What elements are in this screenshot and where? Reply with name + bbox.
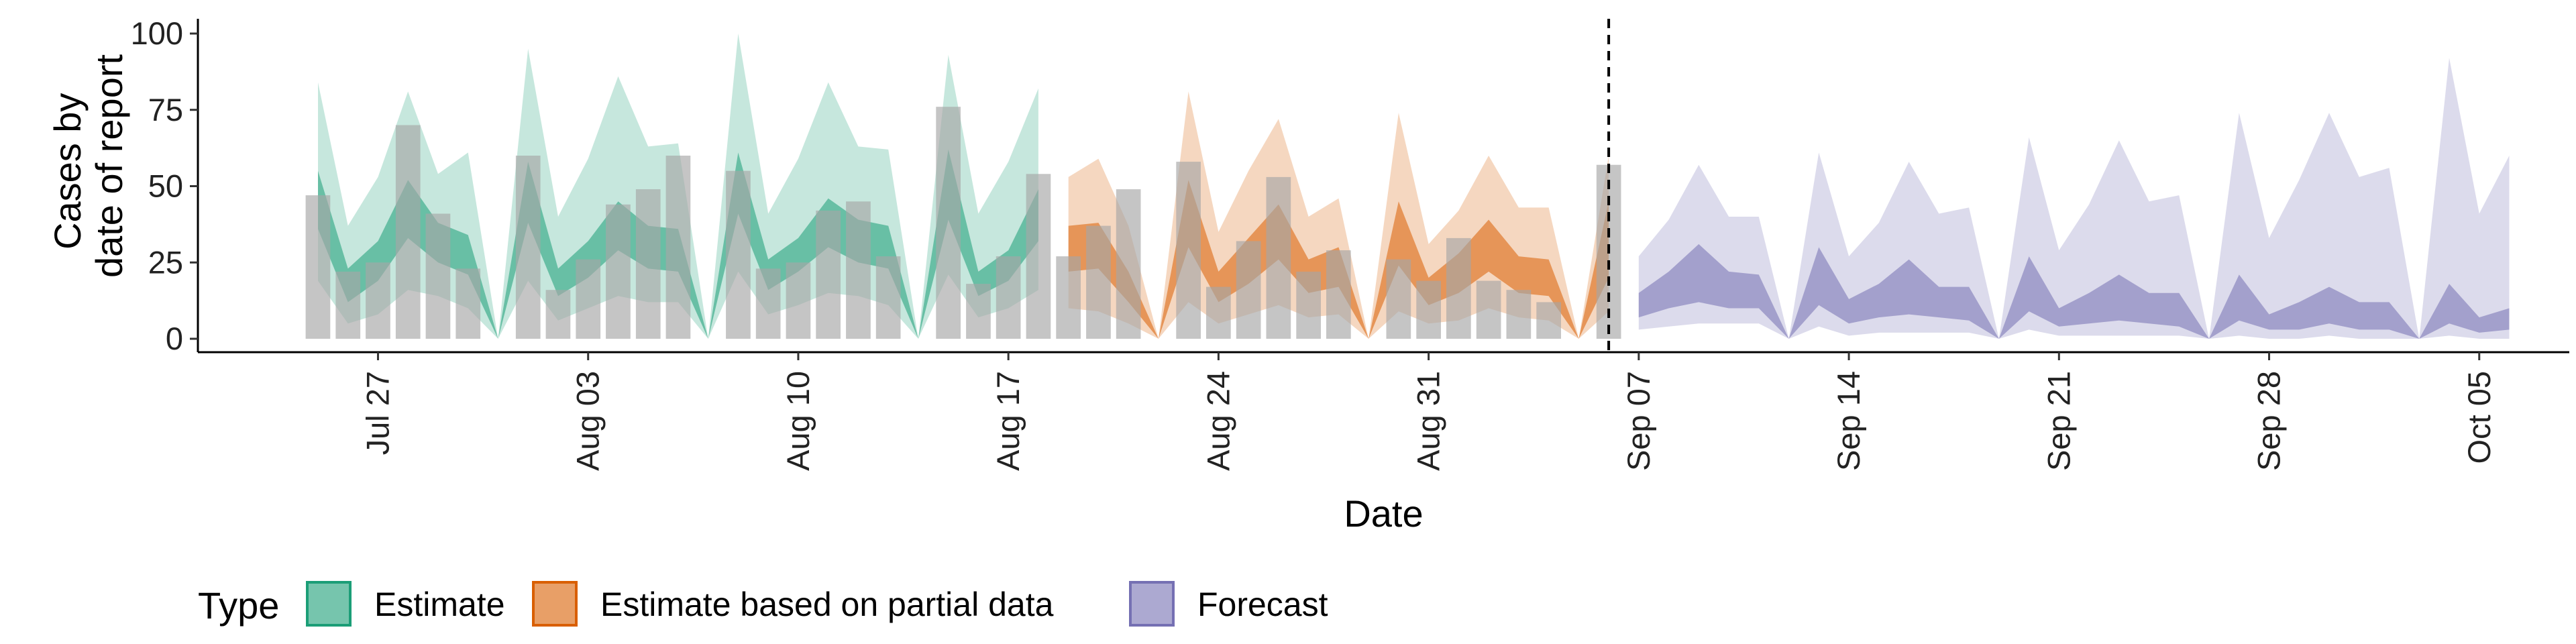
- x-tick-label: Sep 14: [1831, 371, 1866, 471]
- reported-cases-bar: [1326, 250, 1351, 339]
- y-axis-title: Cases by date of report: [46, 54, 130, 278]
- reported-cases-bar: [1266, 176, 1291, 339]
- x-tick-label: Sep 07: [1621, 371, 1656, 471]
- reported-cases-bar: [816, 210, 841, 339]
- x-tick-label: Aug 17: [990, 371, 1026, 471]
- legend-items: Estimate Estimate based on partial data Fo…: [306, 581, 1328, 627]
- reported-cases-bar: [966, 284, 991, 339]
- reported-cases-bar: [515, 156, 541, 339]
- x-tick-label: Jul 27: [360, 371, 396, 455]
- y-axis: 0 25 50 75 100: [131, 15, 199, 356]
- reported-cases-bar: [1176, 162, 1201, 339]
- reported-cases-bar: [1086, 225, 1111, 339]
- reported-cases-bar: [545, 290, 571, 339]
- reported-cases-bar: [1236, 241, 1261, 339]
- x-tick-label: Aug 24: [1200, 371, 1236, 471]
- y-tick-label: 100: [131, 15, 183, 51]
- reported-cases-bar: [755, 268, 781, 339]
- reported-cases-bar: [395, 125, 421, 339]
- reported-cases-bar: [1446, 237, 1471, 339]
- y-tick-label: 75: [148, 92, 183, 127]
- reported-cases-bar: [305, 195, 331, 339]
- reported-cases-bar: [1416, 280, 1441, 339]
- reported-cases-bar: [846, 201, 871, 339]
- reported-cases-bar: [606, 204, 631, 339]
- x-tick-label: Oct 05: [2461, 371, 2497, 464]
- legend: Type Estimate Estimate based on partial d…: [198, 581, 1328, 627]
- reported-cases-bar: [455, 268, 481, 339]
- reported-cases-bar: [1296, 271, 1321, 339]
- reported-cases-bar: [1026, 174, 1051, 339]
- reported-cases-bar: [1536, 302, 1561, 339]
- legend-label: Estimate: [374, 586, 505, 623]
- reported-cases-bar: [726, 170, 751, 339]
- reported-cases-bar: [996, 256, 1021, 339]
- x-axis: Jul 27 Aug 03 Aug 10 Aug 17 Aug 24 Aug 31 Sep …: [198, 351, 2569, 471]
- y-axis-title-line-2: date of report: [88, 54, 130, 278]
- reported-cases-bar: [665, 156, 691, 339]
- reported-cases-bars: [305, 107, 1621, 339]
- legend-swatch: [532, 581, 578, 627]
- reported-cases-bar: [786, 262, 811, 339]
- reported-cases-bar: [936, 107, 961, 339]
- reported-cases-bar: [1116, 189, 1141, 339]
- reported-cases-bar: [366, 262, 390, 339]
- reported-cases-bar: [1506, 290, 1532, 339]
- reported-cases-bar: [875, 256, 901, 339]
- x-tick-label: Aug 03: [570, 371, 606, 471]
- x-tick-label: Aug 31: [1411, 371, 1446, 471]
- y-tick-label: 25: [148, 244, 183, 280]
- forecast-inner-band: [1638, 244, 2510, 339]
- reported-cases-bar: [1386, 259, 1411, 339]
- y-axis-title-line-1: Cases by: [46, 93, 89, 250]
- forecast-outer-band: [1638, 58, 2510, 339]
- reported-cases-bar: [335, 271, 361, 339]
- reported-cases-bar: [1476, 280, 1501, 339]
- legend-swatch: [1129, 581, 1175, 627]
- legend-swatch: [306, 581, 352, 627]
- x-tick-label: Aug 10: [780, 371, 816, 471]
- x-tick-label: Sep 28: [2251, 371, 2287, 471]
- x-axis-title: Date: [1344, 492, 1423, 535]
- y-tick-label: 50: [148, 168, 183, 204]
- reported-cases-bar: [576, 259, 601, 339]
- reported-cases-bar: [1206, 286, 1231, 339]
- reported-cases-bar: [1056, 256, 1081, 339]
- legend-label: Estimate based on partial data: [600, 586, 1054, 623]
- reported-cases-bar: [425, 213, 451, 339]
- x-tick-label: Sep 21: [2041, 371, 2076, 471]
- reported-cases-bar: [635, 189, 661, 339]
- legend-label: Forecast: [1197, 586, 1328, 623]
- y-tick-label: 0: [166, 321, 183, 356]
- legend-title: Type: [198, 584, 279, 627]
